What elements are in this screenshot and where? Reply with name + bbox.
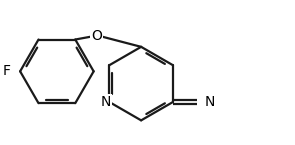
Text: N: N — [204, 95, 215, 109]
Text: N: N — [101, 95, 112, 109]
Text: O: O — [91, 29, 102, 44]
Text: F: F — [2, 64, 10, 78]
